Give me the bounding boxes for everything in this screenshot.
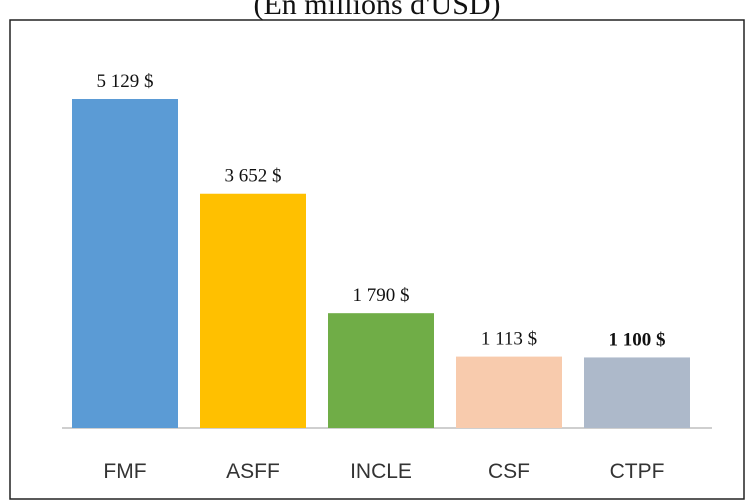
bar <box>72 99 178 428</box>
bar <box>200 193 306 428</box>
x-tick-label: FMF <box>103 460 146 483</box>
x-tick-label: INCLE <box>350 460 412 483</box>
chart-title: (En millions d'USD) <box>253 0 500 21</box>
value-label: 1 113 $ <box>481 329 537 350</box>
title-backdrop <box>0 0 752 19</box>
x-tick-label: CTPF <box>610 460 665 483</box>
x-tick-label: CSF <box>488 460 530 483</box>
value-label: 1 790 $ <box>353 285 410 306</box>
value-label: 1 100 $ <box>609 329 666 350</box>
bar <box>328 313 434 428</box>
bar <box>456 356 562 428</box>
value-label: 5 129 $ <box>97 71 154 92</box>
bar <box>584 357 690 428</box>
x-tick-label: ASFF <box>226 460 280 483</box>
value-label: 3 652 $ <box>225 166 282 187</box>
